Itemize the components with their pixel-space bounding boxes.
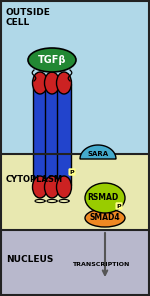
Ellipse shape — [57, 72, 72, 94]
Ellipse shape — [85, 209, 125, 227]
Text: TGFβ: TGFβ — [38, 55, 66, 65]
Text: NUCLEUS: NUCLEUS — [6, 255, 53, 265]
Bar — [0, 154, 150, 230]
Text: OUTSIDE
CELL: OUTSIDE CELL — [6, 8, 51, 28]
Ellipse shape — [57, 176, 72, 198]
Text: SMAD4: SMAD4 — [90, 213, 120, 223]
Ellipse shape — [45, 72, 60, 94]
Bar — [0, 0, 150, 154]
Polygon shape — [80, 145, 116, 159]
Text: P: P — [70, 170, 74, 175]
FancyBboxPatch shape — [57, 83, 72, 186]
FancyBboxPatch shape — [45, 83, 60, 186]
Ellipse shape — [85, 183, 125, 213]
FancyBboxPatch shape — [33, 83, 48, 186]
Text: P: P — [117, 204, 121, 208]
Ellipse shape — [28, 48, 76, 72]
Text: CYTOPLASM: CYTOPLASM — [6, 175, 63, 184]
Text: RSMAD: RSMAD — [87, 194, 119, 202]
Ellipse shape — [33, 72, 48, 94]
Text: SARA: SARA — [87, 151, 109, 157]
Ellipse shape — [45, 176, 60, 198]
Bar — [0, 230, 150, 296]
Text: TRANSCRIPTION: TRANSCRIPTION — [72, 263, 129, 268]
Ellipse shape — [33, 176, 48, 198]
